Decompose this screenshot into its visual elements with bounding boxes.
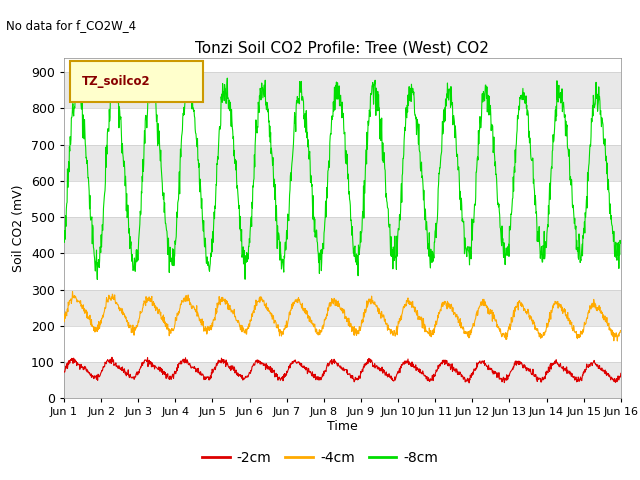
Bar — [64, 144, 621, 181]
Bar — [64, 181, 621, 217]
Bar — [64, 362, 621, 398]
Text: TZ_soilco2: TZ_soilco2 — [82, 75, 150, 88]
Y-axis label: Soil CO2 (mV): Soil CO2 (mV) — [12, 184, 26, 272]
Title: Tonzi Soil CO2 Profile: Tree (West) CO2: Tonzi Soil CO2 Profile: Tree (West) CO2 — [195, 40, 490, 55]
Bar — [64, 58, 621, 72]
X-axis label: Time: Time — [327, 420, 358, 433]
Bar — [64, 217, 621, 253]
Bar — [64, 253, 621, 289]
Text: No data for f_CO2W_4: No data for f_CO2W_4 — [6, 19, 136, 32]
Bar — [64, 326, 621, 362]
FancyBboxPatch shape — [70, 61, 204, 102]
Bar — [64, 289, 621, 326]
Bar — [64, 108, 621, 144]
Legend: -2cm, -4cm, -8cm: -2cm, -4cm, -8cm — [196, 445, 444, 471]
Bar — [64, 72, 621, 108]
